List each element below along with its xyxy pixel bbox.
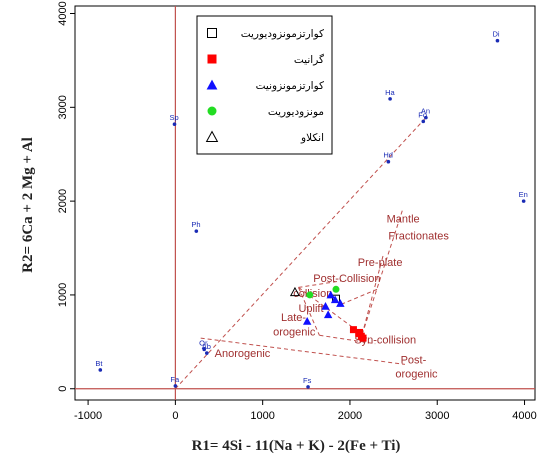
region-label: Late-	[281, 312, 306, 324]
reference-point-an	[424, 115, 428, 120]
x-tick-label: -1000	[74, 410, 102, 422]
reference-point-label: Fo	[418, 110, 427, 119]
legend-box	[196, 15, 333, 155]
region-boundary-0	[175, 118, 426, 390]
reference-point-ha	[388, 97, 392, 101]
legend-marker-0	[207, 28, 217, 38]
legend-entry-label: مونزودیوریت	[268, 106, 324, 118]
reference-point-label: En	[519, 190, 528, 199]
reference-point-hd	[386, 159, 391, 164]
sample-point-series-1	[359, 334, 367, 342]
x-tick-label: 4000	[512, 410, 536, 422]
region-boundary-8	[298, 280, 342, 288]
reference-point-label: Ha	[385, 88, 395, 97]
region-boundary-7	[319, 334, 376, 345]
sample-point-series-3	[332, 285, 340, 293]
region-boundary-2	[361, 210, 403, 335]
x-axis-title: R1= 4Si - 11(Na + K) - 2(Fe + Ti)	[192, 438, 401, 454]
reference-point-sp	[172, 122, 177, 126]
x-tick-label: 3000	[425, 410, 449, 422]
legend-entry-label: کوارتزمونزونیت	[256, 80, 324, 92]
region-label: Syn-collision	[354, 335, 416, 347]
sample-point-series-2	[321, 301, 330, 310]
region-label: Mantle	[387, 214, 420, 226]
x-tick-label: 2000	[338, 410, 362, 422]
sample-point-series-1	[356, 328, 364, 336]
region-label: Pre-plate	[358, 257, 403, 269]
reference-point-di	[495, 38, 500, 43]
legend-marker-1	[207, 54, 217, 64]
region-label: orogenic	[273, 326, 316, 338]
reference-point-or	[202, 347, 206, 352]
zero-axis-lines	[75, 6, 535, 400]
legend-entry-label: انکلاو	[300, 132, 324, 144]
reference-point-fs	[306, 385, 310, 389]
y-tick-label: 3000	[57, 95, 69, 119]
region-label: Fractionates	[388, 231, 449, 243]
region-label: Anorogenic	[215, 348, 271, 360]
reference-point-label: Sp	[170, 113, 179, 122]
reference-point-ph	[194, 229, 199, 233]
y-tick-label: 0	[57, 386, 69, 392]
sample-point-series-4	[289, 286, 301, 297]
axis-ticks: -1000 0 1000 2000 3000 4000 0 1000 2000 3000 4000	[57, 1, 537, 422]
sample-point-series-2	[326, 290, 335, 299]
reference-point-label: Or	[199, 338, 208, 347]
legend-marker-4	[205, 130, 219, 142]
region-label: orogenic	[395, 368, 438, 380]
sample-point-series-1	[349, 326, 357, 334]
legend-entry-label: گرانیت	[294, 53, 324, 66]
y-tick-label: 4000	[57, 1, 69, 25]
reference-point-en	[521, 199, 526, 203]
x-tick-label: 1000	[250, 410, 274, 422]
reference-point-fo	[421, 119, 426, 124]
reference-point-fa	[173, 384, 178, 388]
reference-point-label: Bt	[95, 359, 103, 368]
region-boundary-6	[297, 287, 320, 336]
sample-point-series-2	[323, 310, 333, 319]
sample-point-series-2	[336, 299, 345, 307]
sample-point-series-2	[330, 295, 340, 304]
reference-point-label: Ph	[191, 220, 200, 229]
y-tick-label: 2000	[57, 189, 69, 213]
region-label: Post-	[401, 354, 427, 366]
legend-marker-2	[206, 79, 218, 90]
reference-point-bt	[98, 368, 103, 372]
region-label: Post-Collision	[313, 273, 380, 285]
region-boundary-1	[200, 337, 406, 365]
legend: کوارتزمونزودیوریت گرانیت کوارتزمونزونیت مون…	[196, 15, 333, 155]
legend-marker-3	[207, 106, 217, 116]
y-axis-title: R2= 6Ca + 2 Mg + Al	[20, 137, 36, 273]
reference-point-label: Hd	[383, 151, 393, 160]
reference-point-label: Di	[492, 30, 499, 39]
y-tick-label: 1000	[57, 283, 69, 307]
reference-point-label: Ab	[202, 342, 211, 351]
sample-point-series-2	[302, 317, 312, 325]
x-tick-label: 0	[172, 410, 178, 422]
sample-points	[289, 285, 367, 342]
legend-entry-label: کوارتزمونزودیوریت	[241, 28, 324, 40]
reference-point-label: Fs	[303, 376, 312, 385]
region-label: Uplift	[298, 303, 323, 315]
reference-point-label: An	[421, 107, 430, 116]
sample-point-series-3	[306, 291, 314, 299]
reference-point-label: Fa	[170, 375, 180, 384]
reference-point-ab	[205, 351, 209, 355]
